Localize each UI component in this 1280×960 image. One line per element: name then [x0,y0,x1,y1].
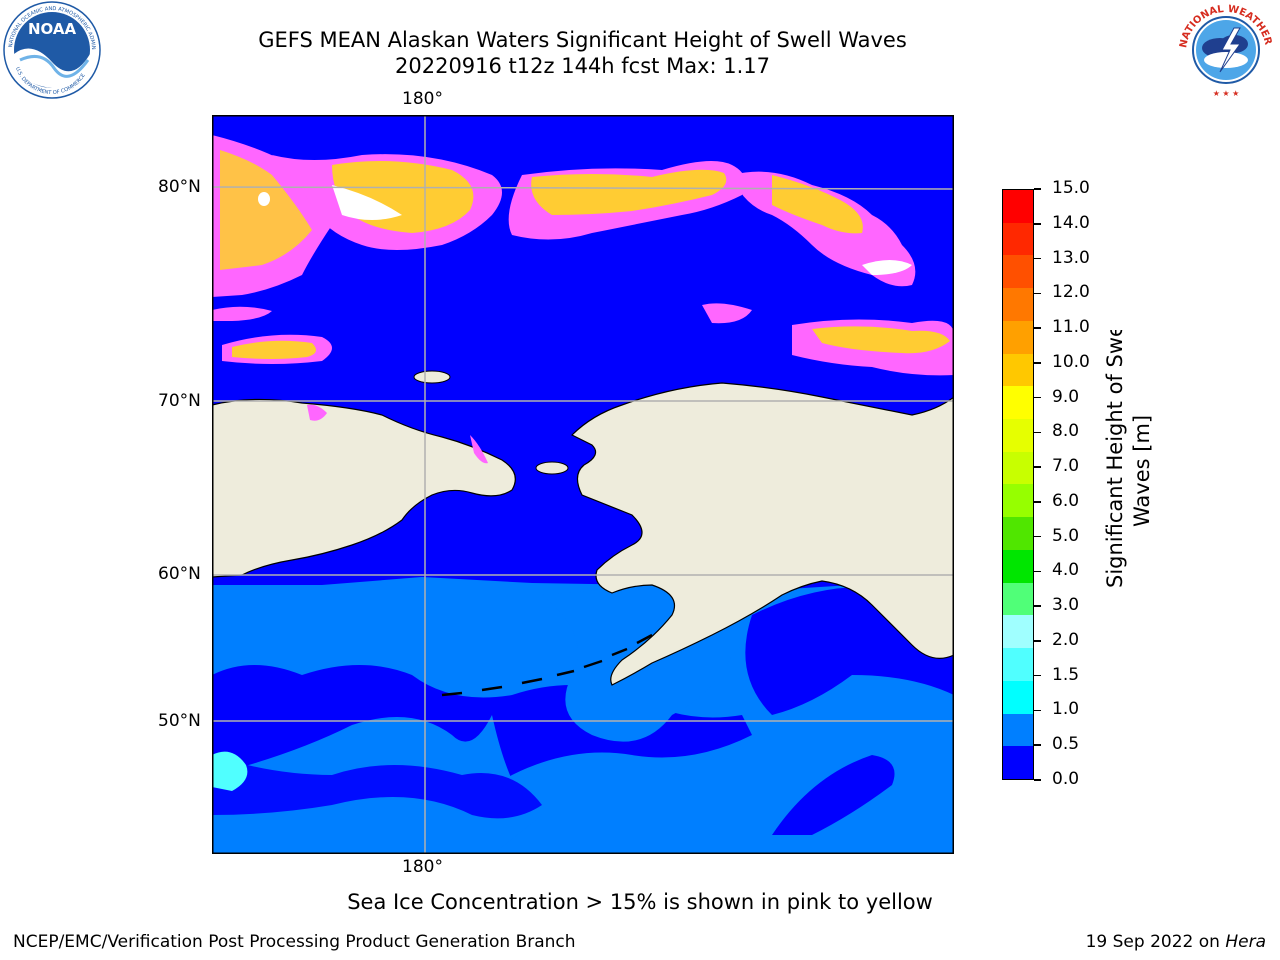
colorbar-tick [1034,257,1041,260]
colorbar-tick-label: 6.0 [1052,490,1080,511]
colorbar-segment [1003,451,1033,485]
colorbar-segment [1003,615,1033,649]
colorbar-tick-label: 7.0 [1052,456,1080,477]
sea-ice-note: Sea Ice Concentration > 15% is shown in … [347,890,933,914]
colorbar-segment [1003,222,1033,256]
map-panel [212,115,954,854]
colorbar-segment [1003,549,1033,583]
colorbar-segment [1003,255,1033,289]
map-frame [212,115,954,854]
colorbar-tick [1034,362,1041,364]
land-siberia [212,398,516,578]
footer-date: 19 Sep 2022 on [1085,932,1226,952]
colorbar-tick [1034,535,1041,538]
colorbar-tick [1034,431,1041,434]
swell-1p5-patch [212,751,248,791]
colorbar-segment [1003,353,1033,387]
colorbar-title-line2: Waves [m] [1130,415,1154,527]
colorbar-segment [1003,517,1033,550]
colorbar-tick-label: 11.0 [1052,317,1090,338]
lon-label-top: 180° [402,89,443,109]
svg-text:★ ★ ★: ★ ★ ★ [1213,89,1240,98]
noaa-logo-text: NOAA [28,20,77,38]
lat-label-60n: 60°N [158,564,201,584]
colorbar-tick-label: 4.0 [1052,560,1080,581]
colorbar-segment [1003,419,1033,452]
colorbar-tick-label: 12.0 [1052,282,1090,303]
colorbar-tick-label: 8.0 [1052,421,1080,442]
colorbar-tick [1034,501,1041,503]
land-st-lawrence [535,461,569,475]
noaa-logo-icon: NOAA NATIONAL OCEANIC AND ATMOSPHERIC AD… [0,0,102,100]
colorbar-title-line1: Significant Height of Swell [1103,330,1127,588]
colorbar-segment [1003,680,1033,714]
colorbar-tick-label: 15.0 [1052,178,1090,198]
nws-logo-icon: NATIONAL WEATHER SERVICE ★ ★ ★ [1172,0,1276,100]
colorbar-tick-label: 14.0 [1052,212,1090,233]
colorbar-segment [1003,648,1033,681]
footer-right: 19 Sep 2022 on Hera [1086,932,1266,952]
land-wrangel [413,370,451,384]
colorbar-tick-label: 0.5 [1052,734,1080,755]
colorbar-tick [1034,466,1041,468]
chart-subtitle: 20220916 t12z 144h fcst Max: 1.17 [395,54,770,78]
colorbar-tick-label: 13.0 [1052,247,1090,268]
colorbar-segment [1003,746,1033,779]
colorbar-tick-label: 3.0 [1052,595,1080,616]
colorbar-tick [1034,570,1041,573]
land-aleutian-islands [441,633,653,697]
colorbar-segment [1003,582,1033,616]
colorbar-tick [1034,396,1041,399]
colorbar-tick-label: 1.5 [1052,664,1080,685]
lat-label-50n: 50°N [158,711,201,731]
colorbar-tick [1034,744,1041,746]
colorbar-tick-label: 0.0 [1052,769,1080,789]
colorbar-segment [1003,288,1033,321]
footer-left: NCEP/EMC/Verification Post Processing Pr… [13,932,576,952]
lon-label-bottom: 180° [402,857,443,877]
colorbar [1002,189,1034,780]
colorbar-segment [1003,386,1033,420]
colorbar-segment [1003,713,1033,747]
colorbar-segment [1003,484,1033,518]
colorbar-tick-label: 5.0 [1052,525,1080,546]
colorbar-tick [1034,640,1041,642]
colorbar-tick [1034,188,1041,190]
gridline-80n [212,186,954,190]
colorbar-tick-label: 1.0 [1052,699,1080,720]
ocean-deep-se [772,755,895,835]
colorbar-segment [1003,320,1033,354]
lat-label-70n: 70°N [158,391,201,411]
colorbar-tick [1034,292,1041,295]
colorbar-tick-label: 9.0 [1052,386,1080,407]
chart-title: GEFS MEAN Alaskan Waters Significant Hei… [258,28,907,52]
colorbar-tick-label: 2.0 [1052,629,1080,650]
colorbar-segment [1003,190,1033,223]
colorbar-tick [1034,709,1041,712]
colorbar-tick [1034,605,1041,607]
colorbar-tick-label: 10.0 [1052,351,1090,372]
footer-machine: Hera [1225,932,1266,952]
colorbar-tick [1034,674,1041,677]
colorbar-title: Significant Height of Swell Waves [m] [1100,330,1220,640]
colorbar-tick [1034,327,1041,329]
colorbar-tick [1034,779,1041,781]
colorbar-tick [1034,223,1041,225]
alaska-map [212,115,954,854]
lat-label-80n: 80°N [158,177,201,197]
